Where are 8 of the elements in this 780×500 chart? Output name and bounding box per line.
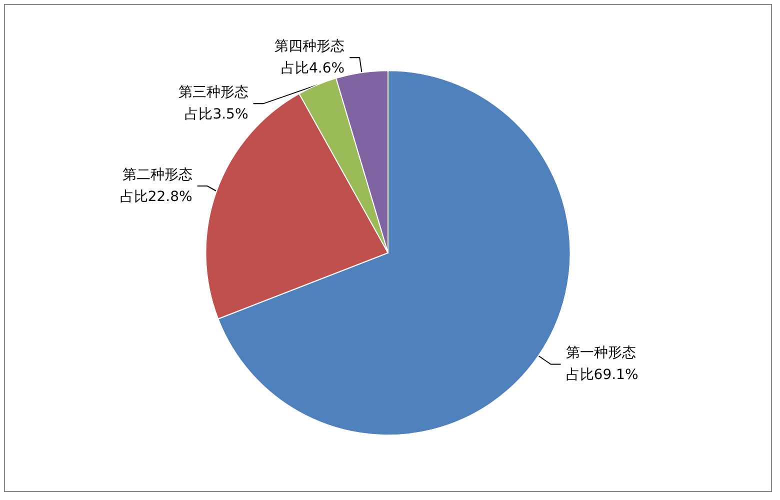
slice-label: 第三种形态 (178, 84, 248, 101)
slice-label: 第一种形态 (566, 345, 636, 362)
slice-label: 第四种形态 (274, 38, 345, 55)
data-label: 占比4.6% (281, 60, 345, 77)
slice-label: 第二种形态 (122, 167, 192, 184)
data-label: 占比3.5% (184, 106, 248, 123)
data-label: 占比69.1% (566, 367, 638, 384)
data-label: 占比22.8% (120, 189, 192, 206)
